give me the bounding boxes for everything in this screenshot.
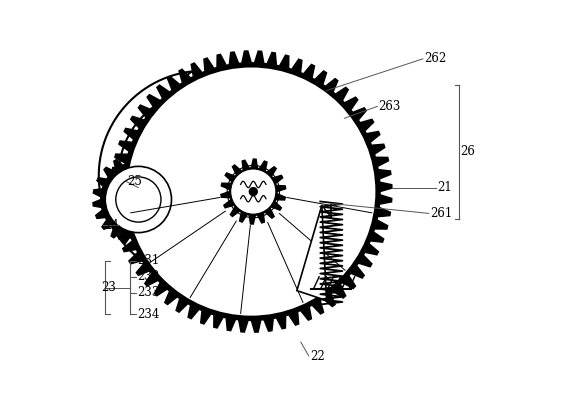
Text: 231: 231 bbox=[137, 255, 159, 267]
Polygon shape bbox=[258, 242, 275, 259]
Polygon shape bbox=[297, 205, 327, 300]
Circle shape bbox=[249, 188, 257, 196]
Circle shape bbox=[231, 169, 276, 214]
Text: 262: 262 bbox=[424, 52, 447, 65]
Text: 234: 234 bbox=[137, 308, 159, 321]
Polygon shape bbox=[186, 71, 205, 82]
Circle shape bbox=[105, 166, 171, 233]
Text: 23: 23 bbox=[101, 281, 117, 294]
Text: 22: 22 bbox=[310, 350, 325, 363]
Text: 25: 25 bbox=[128, 175, 143, 188]
Polygon shape bbox=[98, 71, 271, 281]
Text: 24: 24 bbox=[104, 219, 119, 232]
Text: 261: 261 bbox=[430, 207, 452, 220]
Polygon shape bbox=[93, 154, 184, 245]
Text: 233: 233 bbox=[137, 286, 159, 299]
Text: 263: 263 bbox=[379, 100, 401, 113]
Text: 232: 232 bbox=[137, 270, 159, 283]
Circle shape bbox=[126, 67, 376, 316]
Text: 21: 21 bbox=[437, 181, 452, 194]
Polygon shape bbox=[221, 159, 286, 224]
Text: 26: 26 bbox=[461, 146, 475, 158]
Polygon shape bbox=[111, 51, 392, 332]
